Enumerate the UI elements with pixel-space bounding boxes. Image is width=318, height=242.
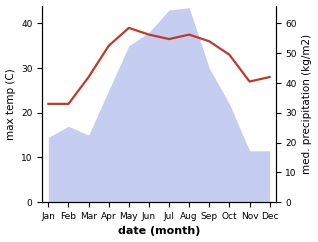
Y-axis label: max temp (C): max temp (C): [5, 68, 16, 140]
Y-axis label: med. precipitation (kg/m2): med. precipitation (kg/m2): [302, 34, 313, 174]
X-axis label: date (month): date (month): [118, 227, 200, 236]
